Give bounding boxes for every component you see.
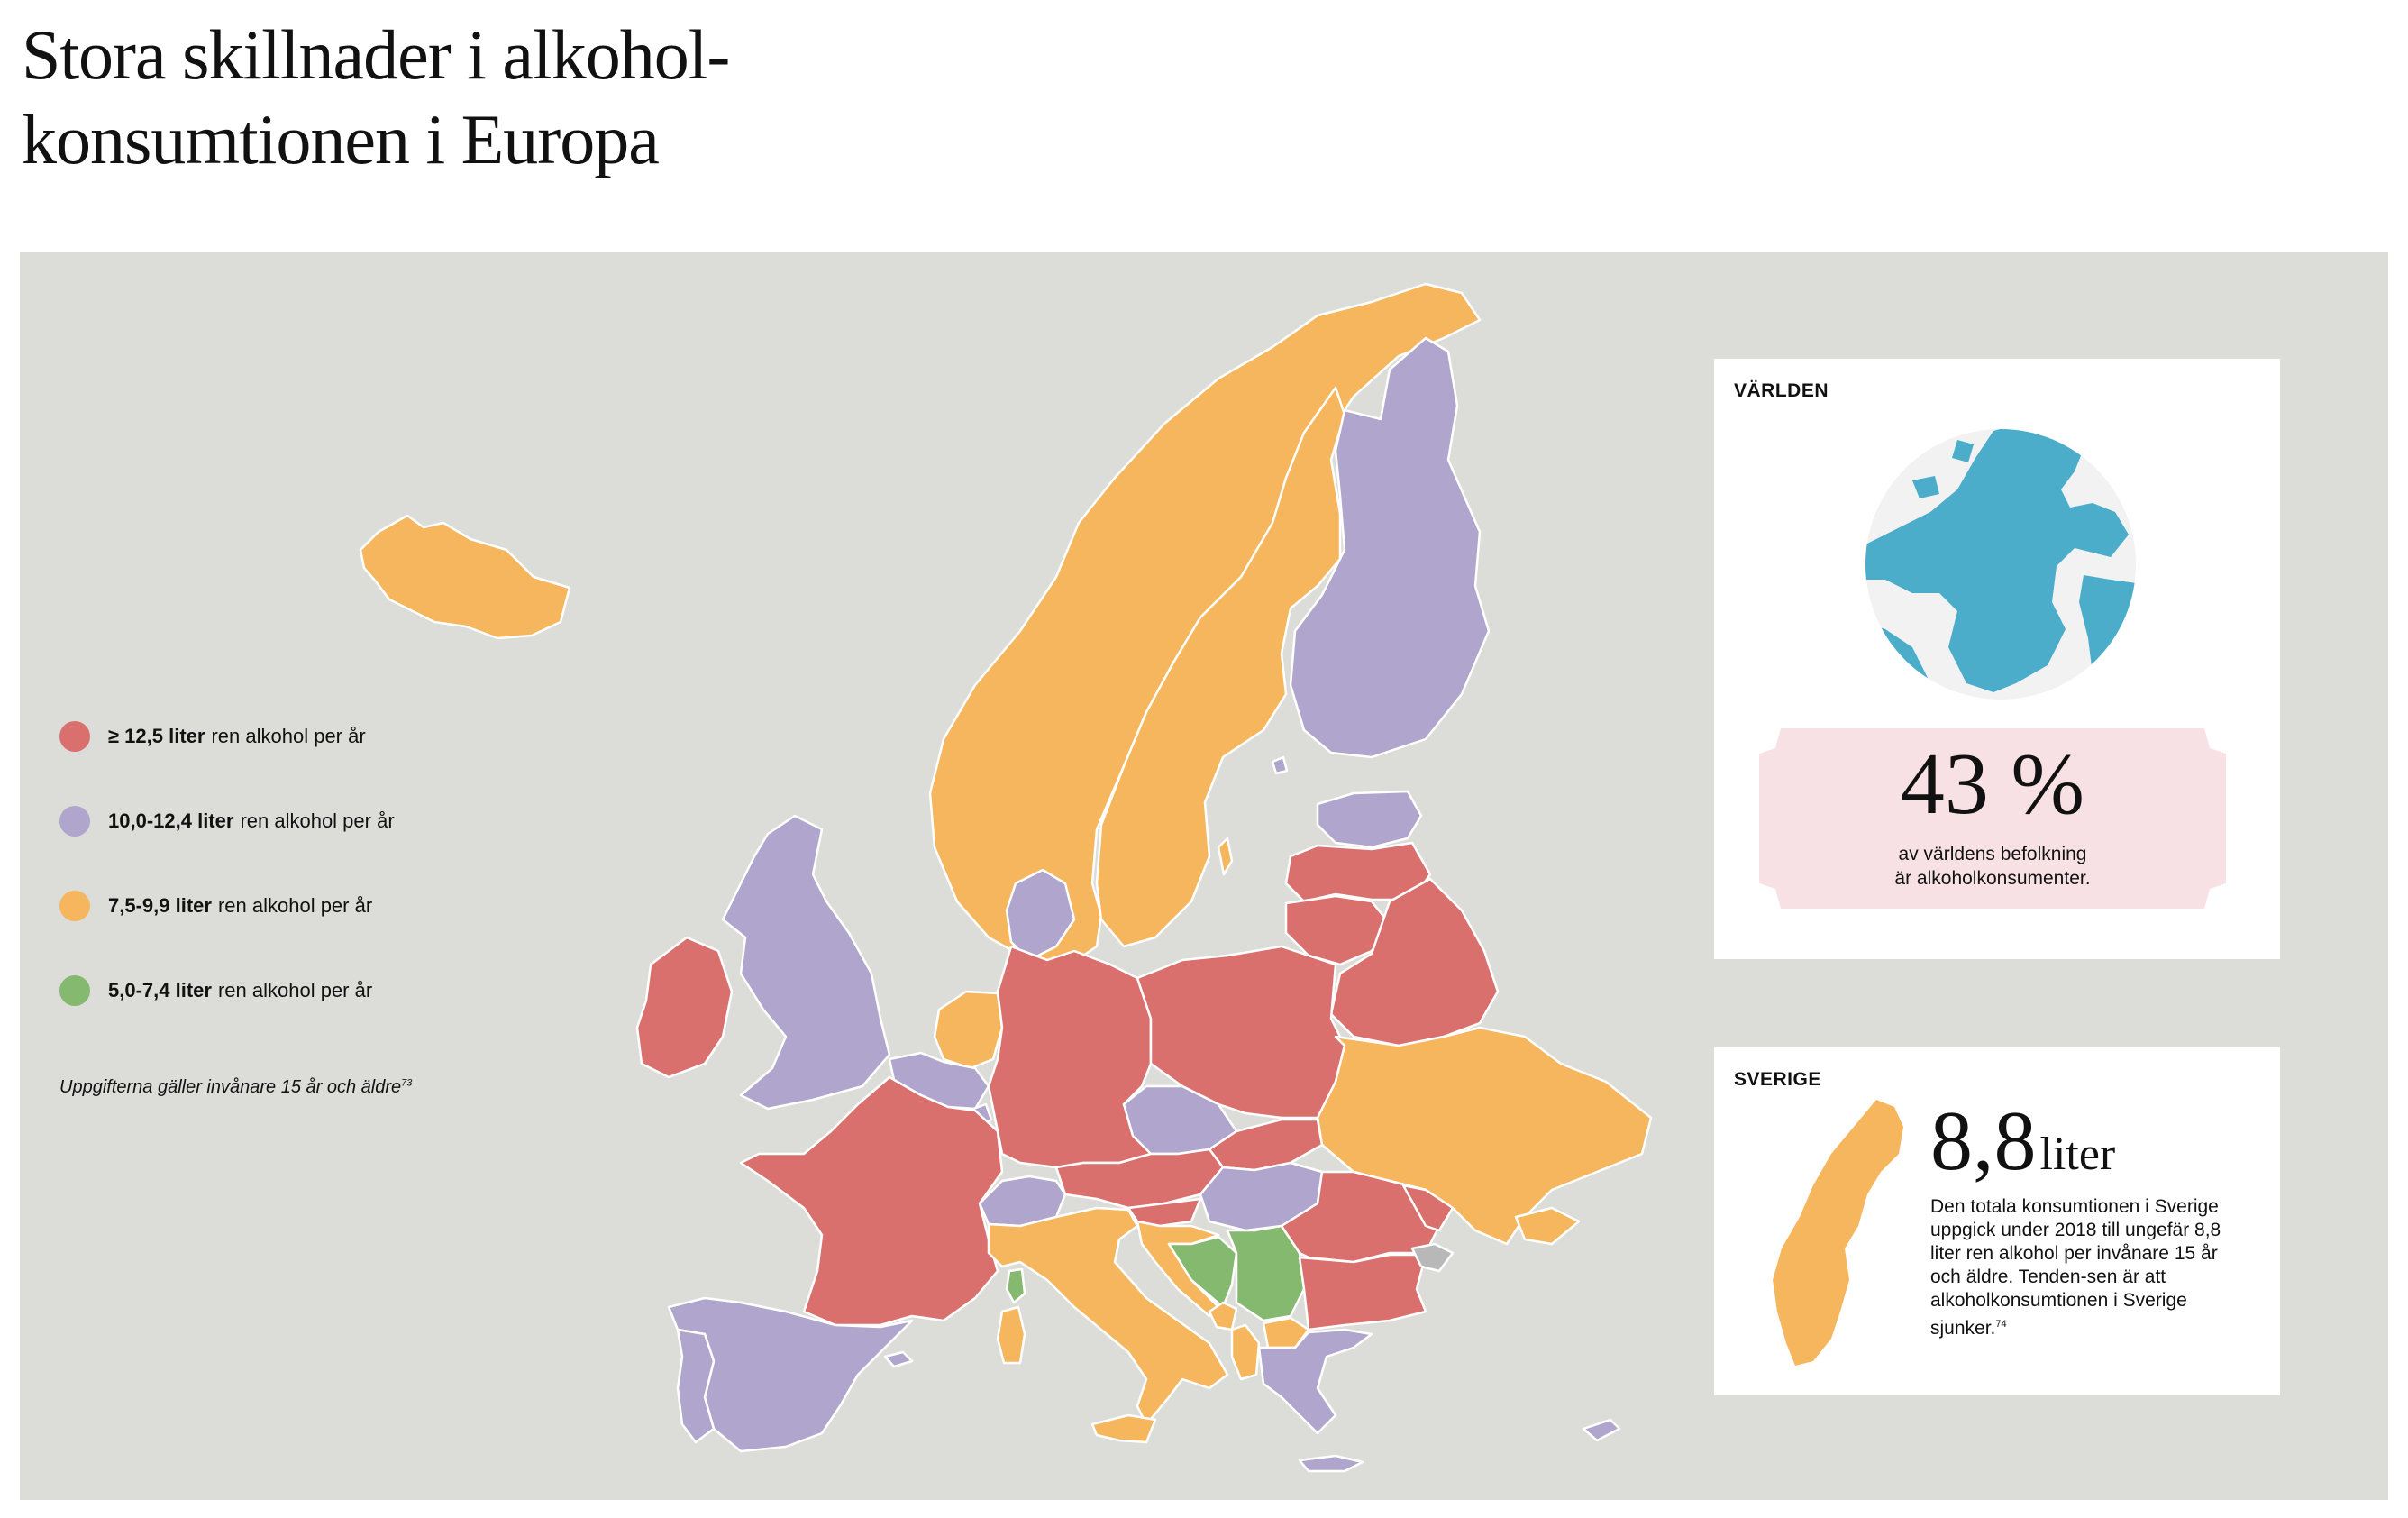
country-iceland — [359, 514, 571, 640]
country-montenegro — [1208, 1301, 1238, 1331]
country-portugal — [676, 1328, 716, 1444]
country-romania — [1280, 1170, 1441, 1264]
country-italy-sardinia — [996, 1305, 1026, 1365]
legend-value-low: 5,0-7,4 liter — [108, 979, 212, 1001]
sweden-value-block: 8,8liter — [1930, 1096, 2115, 1200]
country-greece — [1257, 1328, 1373, 1435]
country-greece-crete — [1298, 1454, 1364, 1473]
country-ireland — [635, 936, 734, 1079]
country-turkey-europe — [1410, 1242, 1455, 1273]
world-card-label: VÄRLDEN — [1734, 380, 1829, 401]
legend-item-low: 5,0-7,4 liter ren alkohol per år — [59, 975, 372, 1006]
legend-value-medium: 7,5-9,9 liter — [108, 894, 212, 917]
country-sweden-gotland — [1217, 837, 1234, 876]
legend-text-medium: ren alkohol per år — [217, 894, 373, 917]
title-line-2: konsumtionen i Europa — [22, 100, 660, 178]
sweden-text: Den totala konsumtionen i Sverige uppgic… — [1930, 1196, 2221, 1339]
country-spain-balearic — [883, 1350, 914, 1368]
country-albania — [1230, 1323, 1261, 1381]
sweden-card-label: SVERIGE — [1734, 1069, 1821, 1090]
world-stat-text-line2: är alkoholkonsumenter. — [1894, 868, 2091, 889]
sweden-text-block: Den totala konsumtionen i Sverige uppgic… — [1930, 1195, 2246, 1340]
legend-note-text: Uppgifterna gäller invånare 15 år och äl… — [59, 1077, 402, 1097]
world-stat-text: av världens befolkning är alkoholkonsume… — [1759, 842, 2226, 891]
legend-note-ref: 73 — [401, 1077, 413, 1089]
legend-note: Uppgifterna gäller invånare 15 år och äl… — [59, 1077, 412, 1098]
legend-text-low: ren alkohol per år — [217, 979, 373, 1001]
world-card: VÄRLDEN 43 % av världens befolkning är a… — [1714, 359, 2280, 959]
stat-band-shape — [1759, 728, 2226, 909]
legend-value-high: 10,0-12,4 liter — [108, 809, 234, 832]
sweden-card: SVERIGE 8,8liter Den totala konsumtionen… — [1714, 1047, 2280, 1395]
country-finland-aland — [1271, 755, 1289, 775]
sweden-silhouette-icon — [1773, 1100, 1903, 1366]
country-finland — [1289, 336, 1491, 759]
legend-dot-medium — [59, 891, 90, 921]
country-italy-sicily — [1090, 1413, 1157, 1444]
globe-icon — [1865, 429, 2136, 700]
country-sweden — [1095, 386, 1346, 948]
country-netherlands — [933, 990, 1004, 1070]
country-denmark — [1005, 868, 1076, 962]
legend-text-high: ren alkohol per år — [240, 809, 395, 832]
legend-value-very-high: ≥ 12,5 liter — [108, 725, 205, 747]
country-france-corsica — [1005, 1267, 1026, 1304]
country-italy — [987, 1206, 1229, 1426]
world-stat-value: 43 % — [1900, 736, 2085, 833]
map-panel: ≥ 12,5 liter ren alkohol per år 10,0-12,… — [20, 252, 2388, 1500]
legend-item-high: 10,0-12,4 liter ren alkohol per år — [59, 806, 395, 837]
country-moldova — [1401, 1184, 1455, 1232]
legend-text-very-high: ren alkohol per år — [211, 725, 366, 747]
legend-item-medium: 7,5-9,9 liter ren alkohol per år — [59, 891, 372, 921]
country-uk — [721, 814, 891, 1111]
sweden-text-ref: 74 — [1995, 1319, 2007, 1330]
sweden-value: 8,8 — [1930, 1094, 2037, 1188]
country-germany — [987, 945, 1153, 1169]
legend-item-very-high: ≥ 12,5 liter ren alkohol per år — [59, 721, 366, 752]
world-stat: 43 % av världens befolkning är alkoholko… — [1759, 728, 2226, 909]
country-ukraine-crimea — [1514, 1206, 1581, 1246]
country-cyprus — [1582, 1418, 1621, 1442]
title-line-1: Stora skillnader i alkohol- — [22, 15, 730, 94]
legend-dot-very-high — [59, 721, 90, 752]
country-france — [739, 1075, 1004, 1327]
legend-dot-high — [59, 806, 90, 837]
country-estonia — [1316, 790, 1423, 849]
page-title: Stora skillnader i alkohol- konsumtionen… — [22, 13, 1103, 182]
sweden-unit: liter — [2039, 1129, 2116, 1180]
europe-map — [359, 282, 1653, 1473]
country-serbia — [1226, 1224, 1306, 1322]
country-bosnia — [1167, 1235, 1238, 1309]
legend-dot-low — [59, 975, 90, 1006]
world-stat-text-line1: av världens befolkning — [1898, 844, 2087, 864]
country-bulgaria — [1298, 1253, 1427, 1331]
